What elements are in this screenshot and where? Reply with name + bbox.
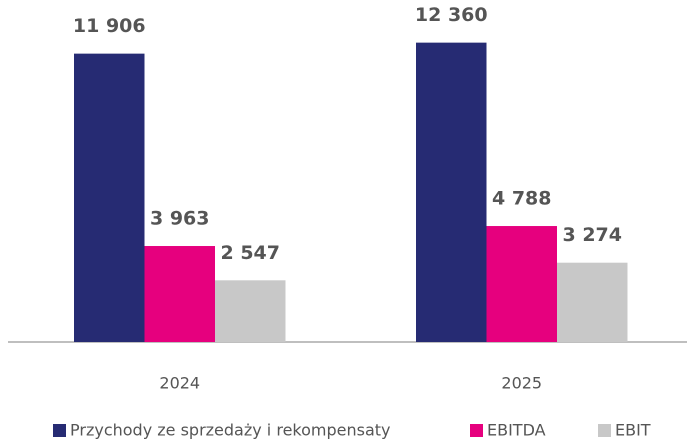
value-label: 3 274	[563, 224, 623, 246]
legend-swatch	[470, 424, 483, 437]
legend-label: EBITDA	[487, 421, 546, 440]
value-label: 11 906	[73, 15, 146, 37]
bar	[416, 42, 487, 342]
x-tick-label: 2025	[501, 374, 542, 393]
value-label: 3 963	[150, 208, 210, 230]
value-label: 12 360	[415, 4, 488, 26]
legend-label: EBIT	[615, 421, 651, 440]
bar	[486, 226, 557, 342]
legend-label: Przychody ze sprzedaży i rekompensaty	[70, 421, 391, 440]
bar	[557, 262, 628, 342]
value-label: 4 788	[492, 188, 552, 210]
value-label: 2 547	[221, 242, 281, 264]
bar	[215, 280, 286, 342]
legend-swatch	[53, 424, 66, 437]
legend-swatch	[598, 424, 611, 437]
bar	[74, 53, 145, 342]
x-tick-label: 2024	[159, 374, 200, 393]
bar	[144, 246, 215, 342]
